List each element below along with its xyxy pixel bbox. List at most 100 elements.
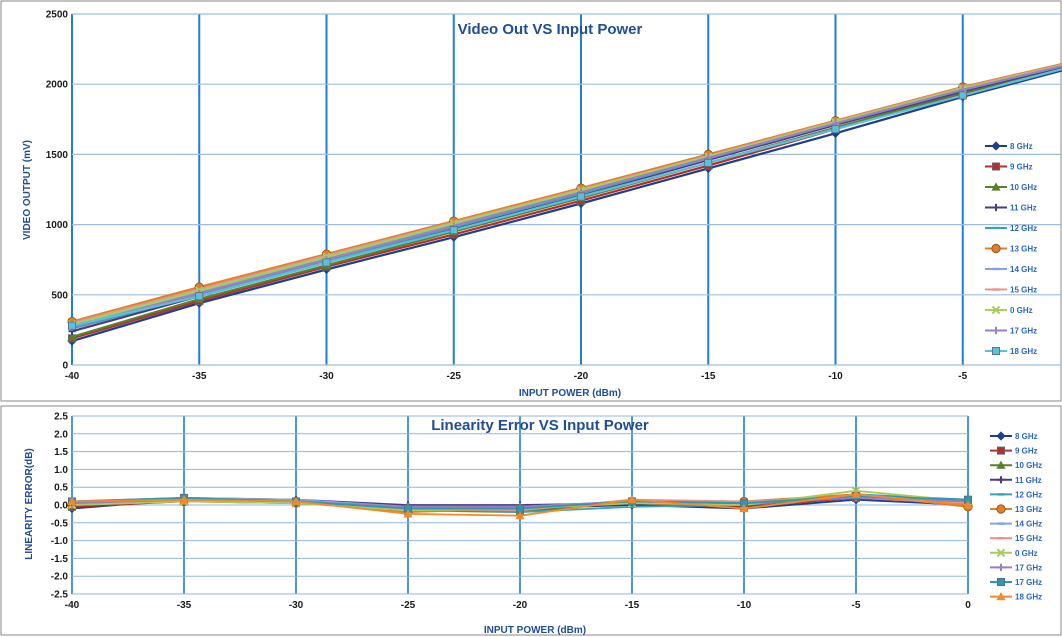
- data-point: [704, 158, 713, 167]
- legend-marker: [997, 563, 1005, 571]
- legend-item: 15 GHz: [985, 286, 1037, 295]
- legend-label: 17 GHz: [1015, 563, 1042, 572]
- legend-label: 18 GHz: [1015, 593, 1042, 602]
- legend-item: 8 GHz: [985, 141, 1033, 151]
- y-tick-label: -0.5: [51, 518, 69, 529]
- legend-marker: [996, 592, 1006, 601]
- y-tick-label: 0.0: [54, 501, 68, 512]
- y-tick-label: 500: [51, 290, 68, 301]
- y-tick-label: 2000: [46, 80, 69, 91]
- x-tick-label: -25: [401, 600, 416, 611]
- y-axis-title: LINEARITY ERROR(dB): [24, 448, 35, 559]
- data-point: [958, 91, 967, 100]
- legend-label: 12 GHz: [1015, 490, 1042, 499]
- y-tick-label: 1000: [46, 220, 69, 231]
- legend-label: 15 GHz: [1015, 534, 1042, 543]
- y-tick-label: 1.5: [54, 447, 68, 458]
- data-point: [403, 509, 413, 518]
- legend-label: 0 GHz: [1010, 306, 1033, 315]
- legend-item: 14 GHz: [990, 520, 1042, 529]
- legend-marker: [997, 446, 1006, 455]
- legend-item: 12 GHz: [990, 490, 1042, 499]
- legend-label: 13 GHz: [1010, 245, 1037, 254]
- data-point: [628, 505, 636, 508]
- x-tick-label: 0: [965, 600, 971, 611]
- legend-label: 14 GHz: [1010, 265, 1037, 274]
- legend-item: 18 GHz: [990, 592, 1042, 602]
- legend-marker: [996, 460, 1006, 469]
- video-out-chart: -40 -35 -30 -25 -20 -15 -10 -5 0 500 1000 1500 2000 2…: [0, 0, 1062, 402]
- data-point: [449, 226, 458, 235]
- x-tick-label: -20: [513, 600, 528, 611]
- x-tick-label: -30: [289, 600, 304, 611]
- plot-area: [67, 62, 1062, 346]
- legend-marker: [992, 326, 1000, 335]
- legend-label: 17 GHz: [1010, 327, 1037, 336]
- legend-label: 14 GHz: [1015, 520, 1042, 529]
- legend-label: 8 GHz: [1015, 432, 1038, 441]
- legend-item: 11 GHz: [990, 476, 1042, 485]
- x-tick-label: -10: [737, 600, 752, 611]
- linearity-error-chart: -40 -35 -30 -25 -20 -15 -10 -5 0 -2.5 -2.0 -1.5 -1.0…: [0, 405, 1062, 636]
- legend-marker: [991, 243, 1001, 254]
- legend-item: 14 GHz: [985, 265, 1037, 274]
- legend-marker: [997, 577, 1006, 586]
- legend-label: 9 GHz: [1015, 447, 1038, 456]
- x-tick-label: -25: [447, 371, 462, 382]
- legend-label: 15 GHz: [1010, 286, 1037, 295]
- legend-marker: [997, 537, 1005, 540]
- chart-title: Linearity Error VS Input Power: [431, 417, 649, 434]
- data-point: [515, 511, 525, 520]
- legend-item: 11 GHz: [985, 204, 1037, 213]
- legend-marker: [992, 162, 1001, 171]
- x-tick-label: -5: [852, 600, 861, 611]
- x-axis-title: INPUT POWER (dBm): [519, 388, 621, 399]
- legend-marker: [997, 476, 1005, 484]
- legend-item: 9 GHz: [985, 162, 1033, 172]
- legend-label: 8 GHz: [1010, 142, 1033, 151]
- legend-item: 18 GHz: [985, 346, 1037, 356]
- legend-label: 11 GHz: [1010, 204, 1037, 213]
- legend-item: 9 GHz: [990, 446, 1038, 456]
- legend-label: 10 GHz: [1015, 461, 1042, 470]
- legend-item: 8 GHz: [990, 431, 1038, 441]
- plot-area: [67, 486, 973, 520]
- legend: 8 GHz 9 GHz 10 GHz 11 GHz 12 GHz 13 GHz 14 GHz…: [990, 431, 1042, 602]
- x-tick-label: -30: [319, 371, 334, 382]
- legend-item: 13 GHz: [990, 504, 1042, 514]
- x-tick-label: -40: [65, 371, 80, 382]
- data-point: [516, 504, 525, 513]
- legend-marker: [996, 548, 1006, 558]
- data-point: [627, 495, 637, 504]
- data-point: [851, 489, 861, 498]
- legend-item: 17 GHz: [985, 327, 1037, 336]
- x-tick-label: -5: [958, 371, 967, 382]
- x-tick-label: -15: [625, 600, 640, 611]
- data-point: [68, 321, 77, 330]
- legend-label: 9 GHz: [1010, 163, 1033, 172]
- data-point: [67, 332, 77, 341]
- data-point: [577, 192, 586, 201]
- legend-marker: [997, 493, 1005, 496]
- legend: 8 GHz 9 GHz 10 GHz 11 GHz 12 GHz 13 GHz 14 GHz…: [985, 141, 1037, 356]
- legend-item: 10 GHz: [985, 182, 1037, 192]
- y-tick-label: 0.5: [54, 483, 68, 494]
- legend-label: 17 GHz: [1015, 578, 1042, 587]
- x-tick-label: -20: [574, 371, 589, 382]
- legend-marker: [992, 288, 1000, 291]
- chart-frame: [0, 405, 1062, 636]
- y-tick-label: 2500: [46, 10, 69, 21]
- data-point: [322, 258, 331, 267]
- legend-label: 18 GHz: [1010, 347, 1037, 356]
- y-tick-label: -1.5: [51, 554, 69, 565]
- legend-label: 10 GHz: [1010, 183, 1037, 192]
- x-tick-label: -40: [65, 600, 80, 611]
- data-point: [179, 495, 189, 504]
- y-tick-label: 1500: [46, 150, 69, 161]
- legend-item: 17 GHz: [990, 577, 1042, 587]
- y-tick-label: 2.5: [54, 412, 68, 423]
- legend-marker: [991, 305, 1001, 315]
- data-point: [195, 292, 204, 301]
- y-tick-label: 2.0: [54, 429, 68, 440]
